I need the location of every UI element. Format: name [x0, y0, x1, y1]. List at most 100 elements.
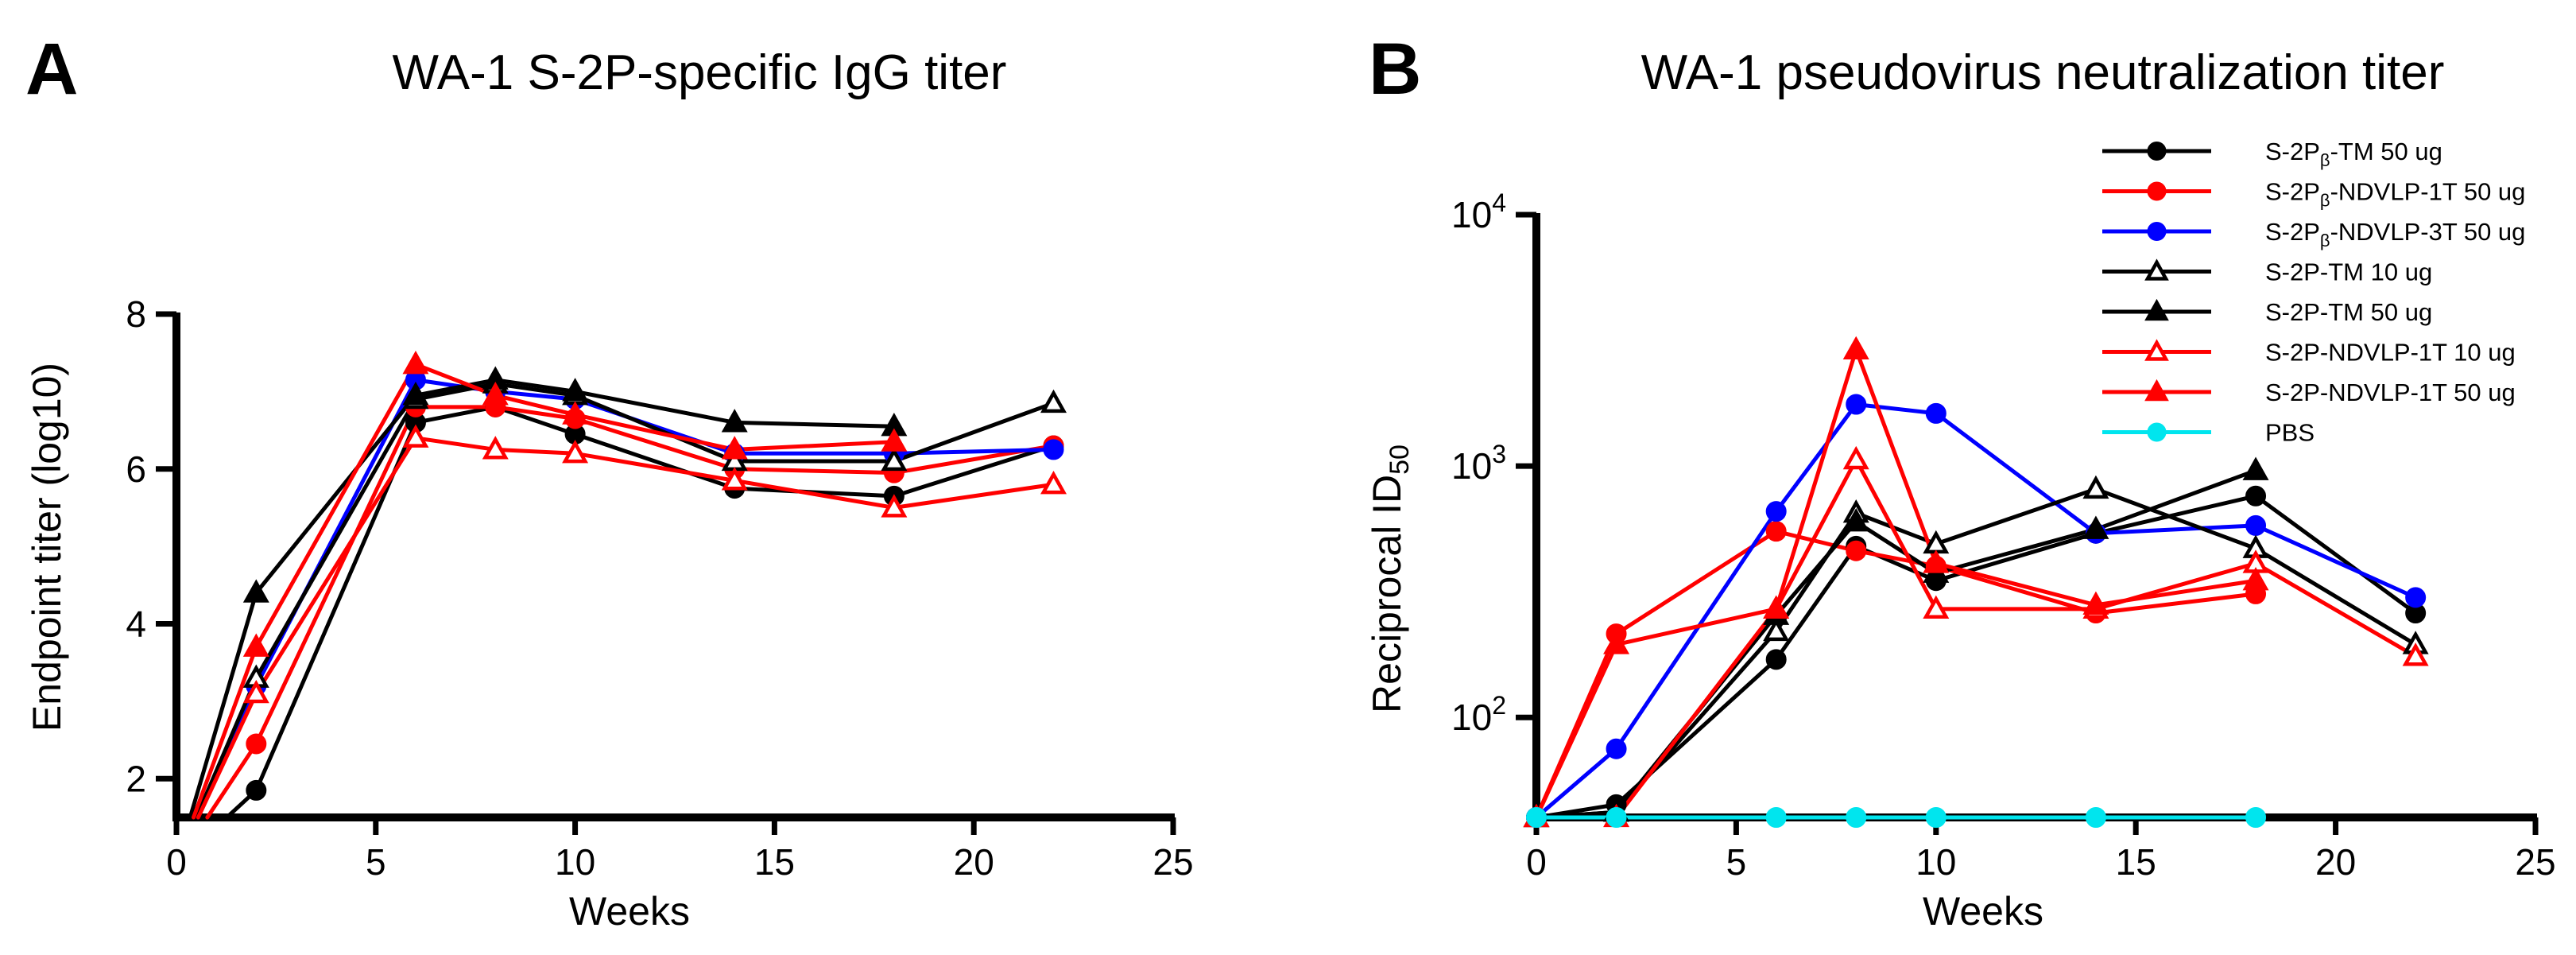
panel-b-series-2-line: [1534, 747, 1619, 820]
panel-a-series-4-point: [721, 409, 748, 433]
panel-a-y-tick-label: 2: [126, 758, 146, 799]
panel-b-series-0-line: [1774, 544, 1858, 662]
panel-b-series-0-line: [2094, 494, 2258, 536]
legend-item-2-marker: [2147, 222, 2167, 241]
legend-item-4-marker: [2144, 298, 2169, 321]
panel-b-series-3-line: [1774, 510, 1858, 634]
panel-a-series-0-line: [413, 405, 498, 425]
panel-b-series-7-point: [1526, 807, 1547, 828]
panel-a-series-4-line: [413, 378, 498, 398]
panel-a-series-1-line: [573, 416, 737, 472]
panel-b-series-5-line: [1614, 607, 1779, 820]
panel-b-series-2-point: [1606, 738, 1627, 759]
panel-b-letter: B: [1369, 29, 1421, 110]
panel-a-series-6-line: [254, 362, 418, 650]
panel-a-series-3-line: [413, 382, 498, 402]
panel-b-x-tick-label: 25: [2515, 841, 2555, 883]
panel-b-series-1-point: [1846, 540, 1867, 561]
panel-a-series: [188, 351, 1067, 820]
panel-b-series-6-point: [2242, 566, 2269, 591]
panel-b-series-7-point: [2245, 807, 2267, 828]
panel-b-series-6-point: [1923, 549, 1950, 573]
panel-b-series-3-point: [2082, 475, 2109, 499]
panel-a-letter: A: [25, 29, 78, 110]
panel-a-series-1-line: [205, 741, 258, 820]
panel-b-series-3-line: [2253, 546, 2418, 647]
legend-item-7-label: PBS: [2265, 419, 2315, 447]
panel-b-x-tick-label: 20: [2315, 841, 2356, 883]
panel-b-series-6-point: [1842, 336, 1869, 360]
panel-a-series-5-line: [254, 436, 418, 696]
panel-a-series-5-point: [242, 679, 269, 704]
panel-a-series-5-line: [493, 447, 578, 456]
panel-a-series-1-point: [246, 733, 267, 755]
panel-a-series-6-line: [732, 440, 897, 452]
panel-a-series-0-line: [573, 432, 737, 491]
panel-b-series-2-line: [1934, 411, 2098, 536]
legend-item-5-label: S-2P-NDVLP-1T 10 ug: [2265, 339, 2516, 367]
panel-a-series-5-line: [196, 691, 258, 820]
panel-a-series-5-point: [402, 424, 429, 448]
panel-b-series-3-line: [1854, 510, 1939, 546]
panel-b-series-5-point: [2402, 642, 2429, 666]
panel-a-series-1-line: [493, 405, 578, 421]
panel-a-series-1-line: [732, 467, 897, 476]
legend-item-1-marker: [2147, 181, 2167, 201]
panel-b-series-2-point: [2245, 514, 2267, 536]
panel-a-series-3-line: [892, 401, 1056, 464]
panel-a-series-5-line: [892, 482, 1056, 510]
panel-a-series-6-point: [721, 436, 748, 460]
panel-a-series-6-line: [413, 362, 498, 398]
panel-a-x-tick-label: 10: [555, 841, 595, 883]
panel-a-series-2-line: [493, 389, 578, 402]
panel-b-series-7-point: [1606, 807, 1627, 828]
panel-a-series-3-line: [573, 393, 737, 464]
panel-a-series-1-line: [254, 405, 418, 746]
panel-a-series-5-line: [413, 436, 498, 452]
panel-a-series-0-point: [246, 779, 267, 801]
panel-a-axes: 0 5 10 15 20 25 2 4 6 8: [126, 293, 1193, 883]
panel-a-series-4-point: [242, 579, 269, 603]
panel-b-series-2-line: [2094, 523, 2258, 536]
panel-a-series-5-point: [562, 440, 589, 464]
panel-a-series-4-line: [732, 420, 897, 429]
legend-item-3-marker: [2144, 258, 2169, 281]
panel-a-series-4-line: [573, 389, 737, 425]
panel-b-x-tick-label: 10: [1916, 841, 1956, 883]
panel-a-series-6-line: [573, 413, 737, 452]
panel-b-series-7-point: [1925, 807, 1947, 828]
panel-a-series-6-point: [402, 351, 429, 375]
panel-a-series-4-point: [402, 382, 429, 406]
panel-b-series-4-point: [2082, 515, 2109, 539]
panel-a-series-0-line: [892, 444, 1056, 499]
panel-b-series-5-point: [1842, 445, 1869, 470]
panel-b-series-2-line: [1774, 402, 1858, 514]
panel-b-series-5-line: [2253, 561, 2418, 658]
panel-a-x-tick-label: 0: [166, 841, 187, 883]
panel-b-series-5-line: [1854, 457, 1939, 611]
panel-a-x-tick-label: 20: [954, 841, 994, 883]
panel-b-series-1-line: [1774, 529, 1858, 553]
panel-b-series-2-point: [2405, 587, 2427, 608]
panel-a-series-2-point: [1043, 439, 1064, 460]
panel-a-x-axis-label: Weeks: [569, 889, 690, 934]
panel-b-x-axis-label: Weeks: [1923, 889, 2043, 934]
panel-a-series-4-point: [562, 378, 589, 402]
panel-a-x-tick-label: 5: [366, 841, 386, 883]
panel-a-series-6-point: [881, 428, 908, 452]
panel-b-series-7-point: [2085, 807, 2106, 828]
legend-item-7-marker: [2147, 422, 2167, 442]
panel-b-series-2-point: [1846, 394, 1867, 415]
legend-item-2-label: S-2Pβ-NDVLP-3T 50 ug: [2265, 218, 2525, 250]
panel-b-series-2-point: [1765, 501, 1787, 522]
panel-a-x-tick-label: 15: [754, 841, 795, 883]
panel-b-series-6-line: [2094, 578, 2258, 608]
panel-b-series-4-point: [1842, 507, 1869, 532]
panel-a-series-3-line: [254, 397, 418, 681]
panel-a-series-3-point: [1040, 389, 1067, 413]
panel-b-series-2-line: [1854, 402, 1939, 416]
panel-b-series-6-point: [2082, 591, 2109, 615]
panel-b-y-tick-label: 102: [1451, 691, 1506, 738]
panel-a-series-5-point: [482, 436, 509, 460]
panel-a-y-tick-label: 6: [126, 448, 146, 490]
